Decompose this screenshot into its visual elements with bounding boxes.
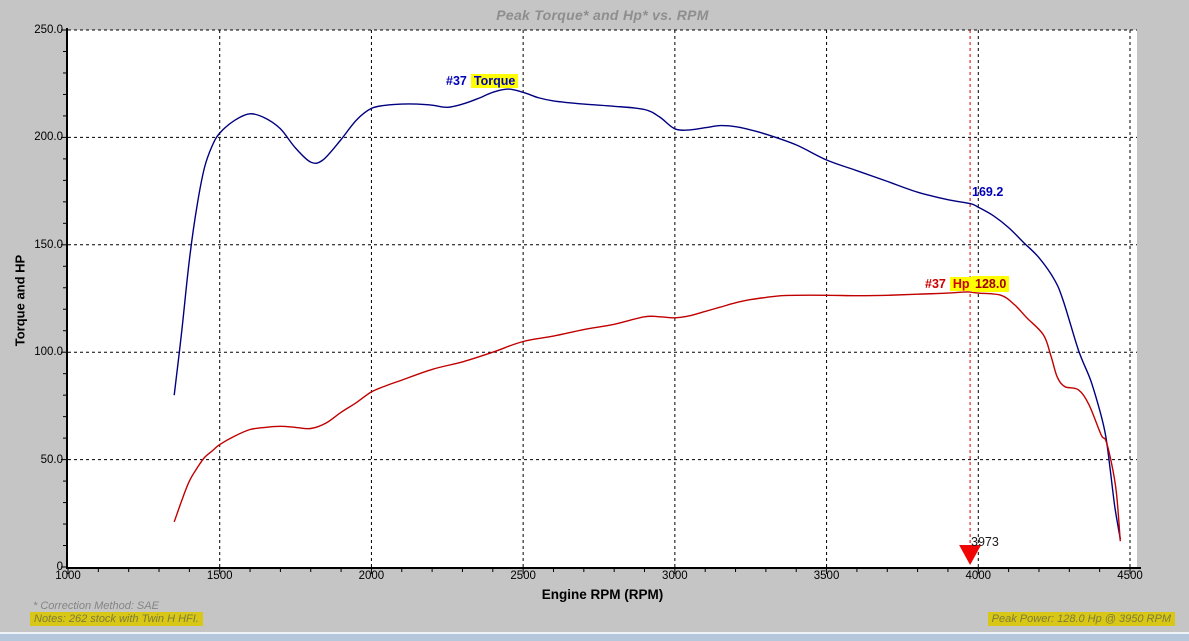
hp-curve [173, 291, 1121, 542]
y-axis-title: Torque and HP [12, 254, 28, 347]
torque-series-label: #37 Torque [446, 73, 519, 89]
y-tick-label: 250.0 [34, 24, 63, 36]
peak-power-highlight: Peak Power: 128.0 Hp @ 3950 RPM [987, 612, 1175, 626]
x-axis-title: Engine RPM (RPM) [541, 587, 664, 602]
plot-background [68, 30, 1137, 567]
y-tick-label: 50.0 [40, 453, 63, 466]
window-edge-highlight [0, 632, 1189, 634]
chart-title: Peak Torque* and Hp* vs. RPM [496, 7, 709, 23]
x-tick-label: 1500 [206, 570, 233, 582]
y-tick-label: 200.0 [34, 131, 63, 144]
x-tick-label: 4500 [1117, 570, 1143, 582]
hp-series-label-prefix: #37 [925, 277, 946, 291]
y-tick-label: 0 [56, 561, 63, 573]
x-tick-label: 4000 [965, 570, 992, 582]
torque-series-label-name: Torque [470, 74, 519, 88]
hp-series-label-name: Hp [949, 277, 973, 291]
notes-highlight: Notes: 262 stock with Twin H HFI. [30, 612, 203, 626]
torque-curve [173, 88, 1121, 540]
peak-marker-triangle-icon [959, 545, 982, 565]
x-tick-label: 1000 [55, 570, 81, 582]
x-tick-label: 2000 [358, 570, 385, 582]
peak-power-note: Peak Power: 128.0 Hp @ 3950 RPM [987, 612, 1175, 626]
correction-method-note: * Correction Method: SAE [33, 600, 159, 612]
hp-value-callout: 128.0 [972, 276, 1010, 292]
hp-series-label: #37 Hp [925, 276, 973, 292]
torque-series-label-prefix: #37 [446, 74, 467, 88]
window-bottom-border [0, 634, 1189, 641]
x-tick-label: 3500 [813, 570, 840, 582]
y-tick-label: 100.0 [34, 346, 63, 359]
x-tick-label: 3000 [662, 570, 688, 582]
cursor-rpm-label: 3973 [971, 535, 999, 549]
torque-value-callout: 169.2 [972, 185, 1004, 199]
notes-text: Notes: 262 stock with Twin H HFI. [30, 612, 203, 626]
x-tick-label: 2500 [510, 570, 536, 582]
y-tick-label: 150.0 [34, 238, 63, 251]
